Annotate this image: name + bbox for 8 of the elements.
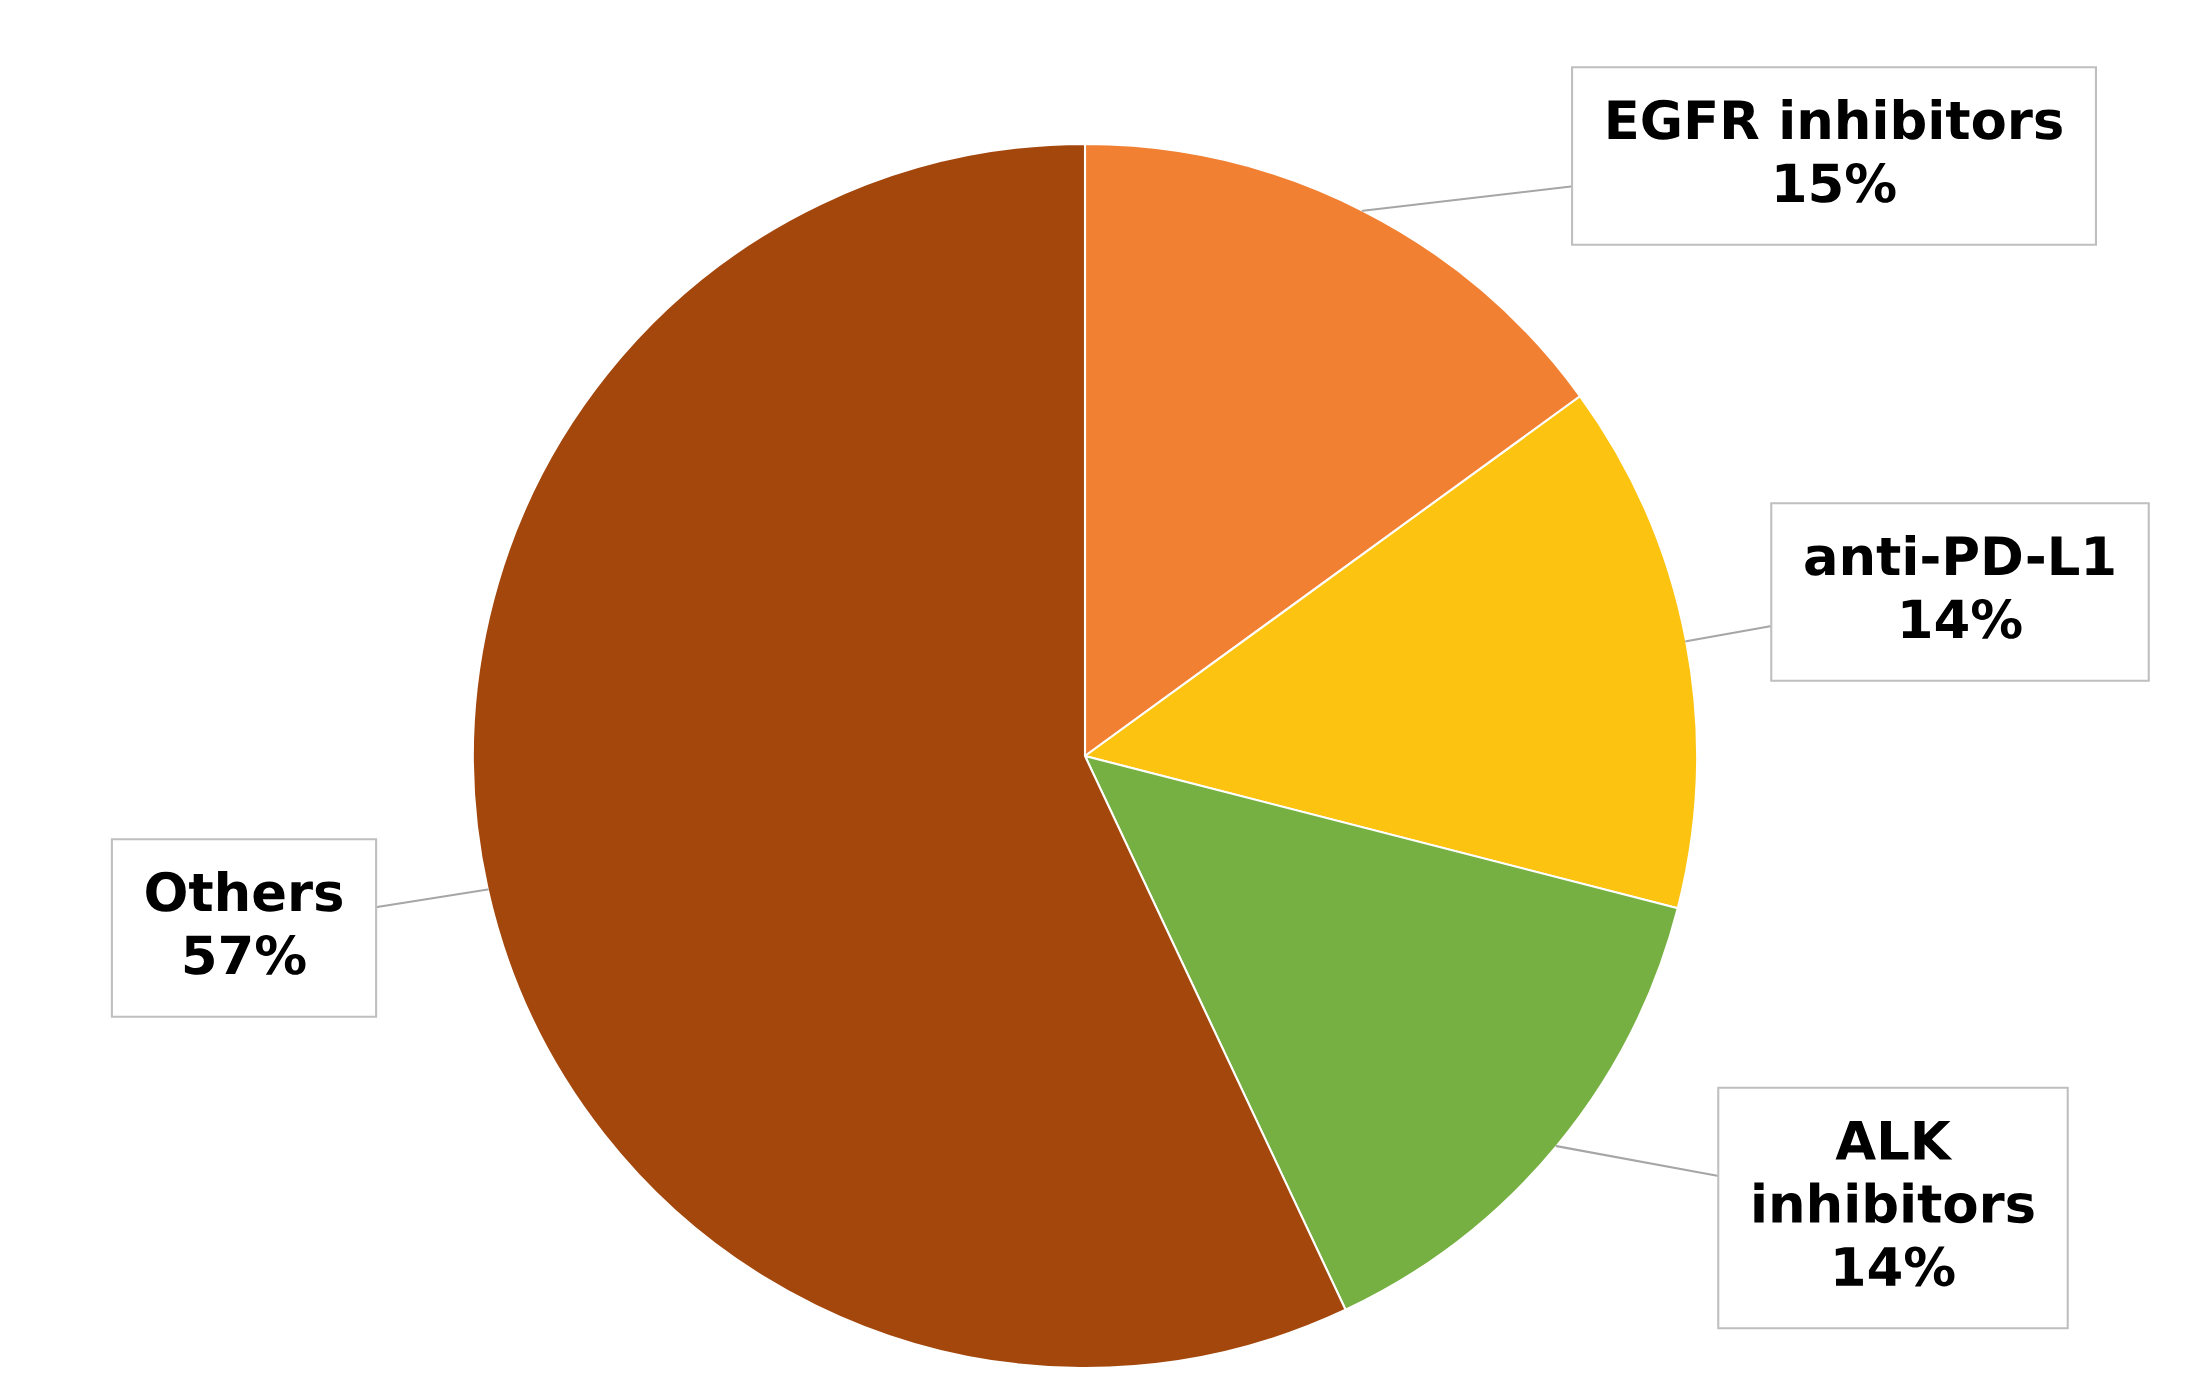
- slice-label: anti-PD-L1: [1805, 534, 2114, 576]
- data-label: 57%: [184, 934, 306, 975]
- data-label: 14%: [1835, 1246, 1955, 1287]
- slice-label: ALK inhibitors: [1754, 1120, 2034, 1224]
- data-label: 14%: [1902, 598, 2022, 639]
- slice-label: EGFR inhibitors: [1608, 98, 2062, 140]
- data-label: 15%: [1776, 162, 1896, 203]
- slice-label: Others: [146, 870, 342, 912]
